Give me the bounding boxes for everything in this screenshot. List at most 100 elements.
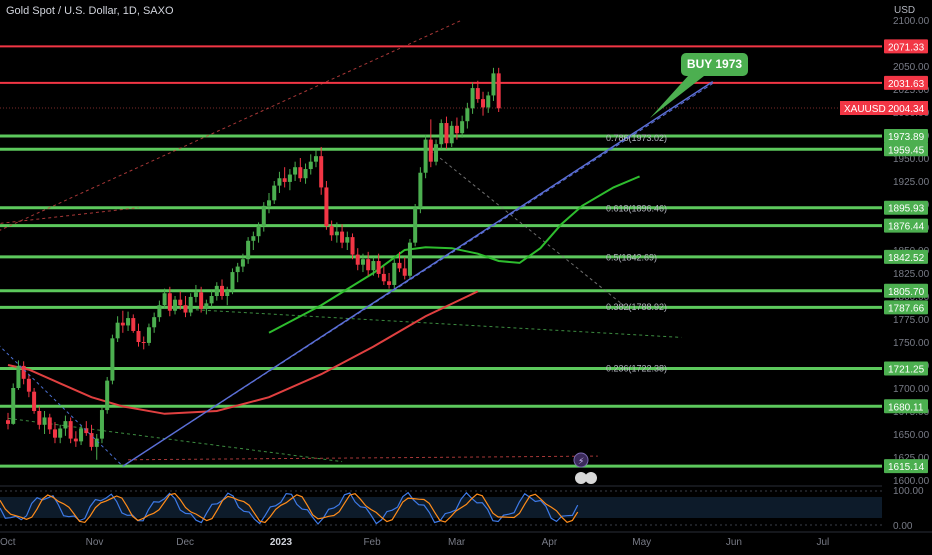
currency-label: USD	[894, 5, 916, 16]
price-level-value: 1973.89	[888, 132, 925, 143]
price-level-badge	[884, 218, 928, 233]
candle-body	[355, 254, 360, 265]
last-price-value: 2004.34	[888, 104, 925, 115]
candle-body	[58, 428, 63, 438]
candle-body	[141, 342, 146, 343]
price-level-badge	[884, 75, 928, 90]
candle-body	[167, 293, 172, 311]
x-tick-label: May	[632, 537, 651, 548]
price-level-badge	[884, 129, 928, 144]
candle-body	[439, 123, 444, 145]
price-level-value: 2031.63	[888, 79, 925, 90]
y-tick-label: 2050.00	[893, 62, 930, 73]
candle-body	[183, 305, 188, 313]
candle-body	[204, 303, 209, 309]
price-level-badge	[884, 200, 928, 215]
x-tick-label: Dec	[176, 537, 194, 548]
price-level-value: 1721.25	[888, 364, 925, 375]
y-tick-label: 1600.00	[893, 476, 930, 487]
price-level-badge	[884, 249, 928, 264]
candle-body	[146, 327, 151, 343]
y-tick-label: 1700.00	[893, 384, 930, 395]
candle-body	[475, 88, 480, 100]
candle-body	[334, 231, 339, 236]
us-flag-icon	[585, 472, 597, 484]
candle-body	[423, 139, 428, 173]
candle-body	[37, 411, 42, 425]
candle-body	[444, 123, 449, 144]
candle-body	[220, 285, 225, 296]
candle-body	[73, 438, 78, 442]
candle-body	[230, 272, 235, 291]
price-level-value: 1680.11	[888, 402, 924, 413]
candle-body	[470, 88, 475, 109]
candle-body	[120, 322, 125, 326]
candle-body	[496, 73, 501, 109]
candle-body	[277, 178, 282, 186]
dashed-trend-line	[0, 19, 463, 231]
dashed-trend-line	[128, 455, 598, 461]
y-tick-label: 1925.00	[893, 177, 930, 188]
x-tick-label: Oct	[0, 537, 16, 548]
x-tick-label: Feb	[363, 537, 381, 548]
oscillator-tick-label: 100.00	[893, 486, 924, 497]
candle-body	[434, 144, 439, 162]
y-tick-label: 2100.00	[893, 16, 930, 27]
candle-body	[32, 391, 37, 411]
candle-body	[21, 365, 26, 379]
buy-callout: BUY 1973	[681, 53, 748, 76]
lightning-glyph: ⚡	[578, 456, 584, 466]
candle-body	[454, 125, 459, 134]
candle-body	[428, 139, 433, 162]
price-level-badge	[884, 399, 928, 414]
candle-body	[52, 429, 57, 438]
price-level-value: 1895.93	[888, 204, 925, 215]
candle-body	[465, 108, 470, 122]
candle-body	[199, 292, 204, 309]
buy-callout-pointer	[650, 76, 704, 118]
price-level-badge	[884, 300, 928, 315]
candle-body	[235, 266, 240, 273]
candle-body	[68, 421, 73, 439]
candle-body	[298, 167, 303, 179]
candle-body	[418, 172, 423, 208]
candle-body	[360, 259, 365, 265]
candle-body	[381, 273, 386, 282]
candle-body	[105, 380, 110, 411]
slow-moving-average	[7, 290, 479, 415]
candle-body	[303, 169, 308, 179]
candle-body	[449, 125, 454, 144]
candle-body	[486, 95, 491, 108]
candle-body	[42, 417, 47, 425]
oscillator-k-line	[0, 491, 579, 525]
candle-body	[11, 388, 16, 424]
y-tick-label: 1750.00	[893, 338, 930, 349]
candle-body	[324, 187, 329, 227]
x-tick-label: Apr	[542, 537, 558, 548]
candle-body	[178, 299, 183, 306]
fib-level-label: 0.236(1722.38)	[606, 363, 667, 373]
x-tick-label: 2023	[270, 537, 293, 548]
candle-body	[115, 322, 120, 339]
x-tick-label: Jul	[816, 537, 829, 548]
candle-body	[246, 240, 251, 260]
candle-body	[371, 261, 376, 271]
candle-body	[481, 99, 486, 108]
lightning-icon	[573, 452, 589, 468]
candle-body	[261, 205, 266, 227]
candle-body	[47, 417, 52, 430]
candle-body	[397, 262, 402, 269]
fib-level-label: 0.786(1973.02)	[606, 133, 667, 143]
candle-body	[293, 167, 298, 175]
trend-line	[122, 83, 713, 467]
candle-body	[340, 231, 345, 243]
price-level-value: 1805.70	[888, 287, 925, 298]
candle-body	[460, 121, 465, 134]
y-tick-label: 1950.00	[893, 154, 930, 165]
price-level-badge	[884, 142, 928, 157]
trend-line	[0, 345, 124, 467]
price-level-badge	[884, 459, 928, 474]
